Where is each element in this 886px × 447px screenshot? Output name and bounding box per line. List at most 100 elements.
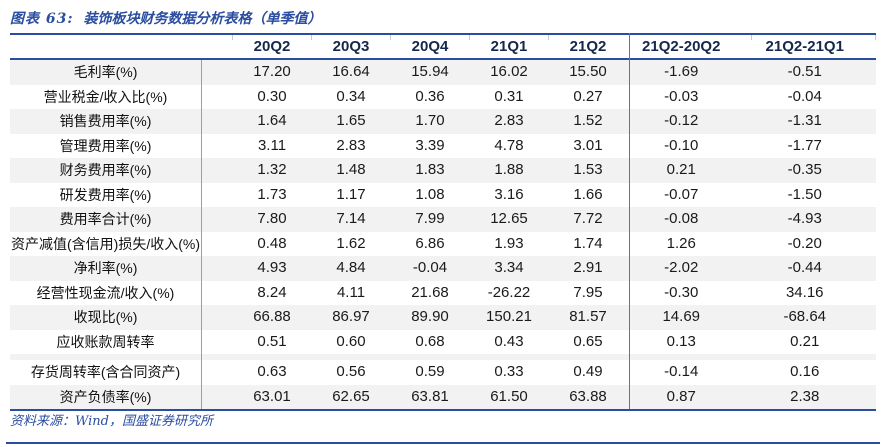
header-cell-21q2: 21Q2: [548, 35, 628, 58]
cell-value: -1.50: [787, 185, 822, 203]
cell-value: -0.14: [664, 363, 699, 380]
cell-value: 1.08: [415, 185, 445, 203]
cell-value: 1.74: [573, 234, 603, 252]
financial-data-table: 20Q2 20Q3 20Q4 21Q1 21Q2 21Q2-20Q2 21Q2-21Q1 毛…: [10, 33, 876, 411]
table-header-row: 20Q2 20Q3 20Q4 21Q1 21Q2 21Q2-20Q2 21Q2-21Q1: [10, 33, 876, 60]
cell-value: 16.02: [490, 63, 528, 80]
cell-value: 1.83: [415, 161, 445, 178]
cell-value: -0.04: [787, 87, 822, 105]
cell-value: 0.21: [666, 161, 696, 178]
cell-value: 0.60: [336, 332, 366, 350]
cell-value: 81.57: [569, 308, 607, 325]
cell-value: 12.65: [490, 210, 528, 227]
cell-value: -2.02: [664, 259, 699, 276]
cell-value: 2.38: [790, 387, 820, 405]
cell-value: 0.65: [573, 332, 603, 350]
source-note: 资料来源：Wind，国盛证券研究所: [10, 414, 213, 429]
cell-value: 63.81: [411, 387, 449, 405]
cell-value: 0.13: [666, 332, 696, 350]
table-row: 经营性现金流/收入(%) 8.24 4.11 21.68 -26.22 7.95 -0.30…: [10, 281, 876, 306]
table-row: 净利率(%) 4.93 4.84 -0.04 3.34 2.91 -2.02 -0.44: [10, 256, 876, 281]
cell-value: 7.72: [573, 210, 603, 227]
label-column-divider: [201, 60, 202, 409]
cell-value: 2.83: [336, 136, 366, 154]
cell-value: 3.16: [494, 185, 524, 203]
cell-value: 3.11: [257, 136, 287, 154]
header-cell-21q2-20q2: 21Q2-20Q2: [642, 38, 721, 55]
table-body: 毛利率(%) 17.20 16.64 15.94 16.02 15.50 -1.69 -0.5…: [10, 60, 876, 411]
cell-value: 4.93: [257, 259, 287, 276]
figure-title-text: 装饰板块财务数据分析表格（单季值）: [83, 11, 322, 27]
table-row: 资产减值(含信用)损失/收入(%) 0.48 1.62 6.86 1.93 1.74 1.2…: [10, 232, 876, 257]
cell-value: 1.32: [257, 161, 287, 178]
cell-value: 1.93: [494, 234, 524, 252]
cell-value: 15.94: [411, 63, 449, 80]
cell-value: 89.90: [411, 308, 449, 325]
row-label: 收现比(%): [73, 309, 138, 325]
row-label: 管理费用率(%): [59, 137, 152, 154]
cell-value: 3.34: [494, 259, 524, 276]
table-spacer-row: [10, 354, 876, 360]
cell-value: -0.07: [664, 185, 699, 203]
cell-value: -0.35: [787, 161, 822, 178]
cell-value: 1.70: [415, 112, 445, 129]
row-label: 应收账款周转率: [56, 333, 155, 350]
cell-value: 6.86: [415, 234, 445, 252]
row-label: 经营性现金流/收入(%): [36, 284, 175, 301]
table-row: 管理费用率(%) 3.11 2.83 3.39 4.78 3.01 -0.10 -1.77: [10, 134, 876, 159]
cell-value: 0.49: [573, 363, 603, 380]
cell-value: 15.50: [569, 63, 607, 80]
cell-value: 3.39: [415, 136, 445, 154]
cell-value: 0.63: [257, 363, 287, 380]
cell-value: 2.83: [494, 112, 524, 129]
cell-value: 0.68: [415, 332, 445, 350]
cell-value: 0.51: [257, 332, 287, 350]
cell-value: 16.64: [332, 63, 370, 80]
row-label: 净利率(%): [73, 260, 138, 276]
cell-value: 0.27: [573, 87, 603, 105]
header-cell-21q1: 21Q1: [469, 35, 549, 58]
table-row: 存货周转率(含合同资产) 0.63 0.56 0.59 0.33 0.49 -0.14 0.1…: [10, 360, 876, 385]
cell-value: -1.69: [664, 63, 699, 80]
cell-value: 1.17: [336, 185, 366, 203]
cell-value: 2.91: [573, 259, 603, 276]
row-label: 资产负债率(%): [59, 388, 152, 405]
cell-value: 8.24: [257, 283, 287, 301]
row-label: 销售费用率(%): [59, 113, 152, 129]
cell-value: -0.08: [664, 210, 699, 227]
cell-value: 0.30: [257, 87, 287, 105]
header-cell-label: [10, 35, 201, 58]
cell-value: 1.52: [573, 112, 603, 129]
header-cell-20q3: 20Q3: [311, 35, 391, 58]
cell-value: -0.51: [787, 63, 822, 80]
table-row: 资产负债率(%) 63.01 62.65 63.81 61.50 63.88 0.87 2.3…: [10, 384, 876, 409]
cell-value: 62.65: [332, 387, 370, 405]
header-cell-21q2-21q1: 21Q2-21Q1: [750, 35, 875, 58]
cell-value: 63.01: [253, 387, 291, 405]
table-row: 研发费用率(%) 1.73 1.17 1.08 3.16 1.66 -0.07 -1.50: [10, 183, 876, 208]
cell-value: 1.65: [336, 112, 366, 129]
table-row: 收现比(%) 66.88 86.97 89.90 150.21 81.57 14.69 -68…: [10, 305, 876, 330]
cell-value: 0.21: [790, 332, 820, 350]
cell-value: 1.48: [336, 161, 366, 178]
cell-value: -0.10: [664, 136, 699, 154]
cell-value: 4.11: [336, 283, 366, 301]
cell-value: 0.16: [790, 363, 820, 380]
cell-value: 34.16: [785, 283, 824, 301]
cell-value: 0.31: [494, 87, 524, 105]
cell-value: -0.03: [664, 87, 699, 105]
cell-value: -68.64: [783, 308, 827, 325]
cell-value: 86.97: [332, 308, 370, 325]
cell-value: 7.80: [257, 210, 287, 227]
cell-value: 21.68: [411, 283, 449, 301]
cell-value: 1.73: [257, 185, 287, 203]
cell-value: 1.64: [257, 112, 287, 129]
comparison-column-divider: [629, 33, 630, 409]
cell-value: 0.56: [336, 363, 366, 380]
cell-value: 150.21: [486, 308, 532, 325]
cell-value: 4.78: [494, 136, 524, 154]
cell-value: 1.62: [336, 234, 366, 252]
cell-value: -1.31: [787, 112, 822, 129]
cell-value: -1.77: [787, 136, 822, 154]
